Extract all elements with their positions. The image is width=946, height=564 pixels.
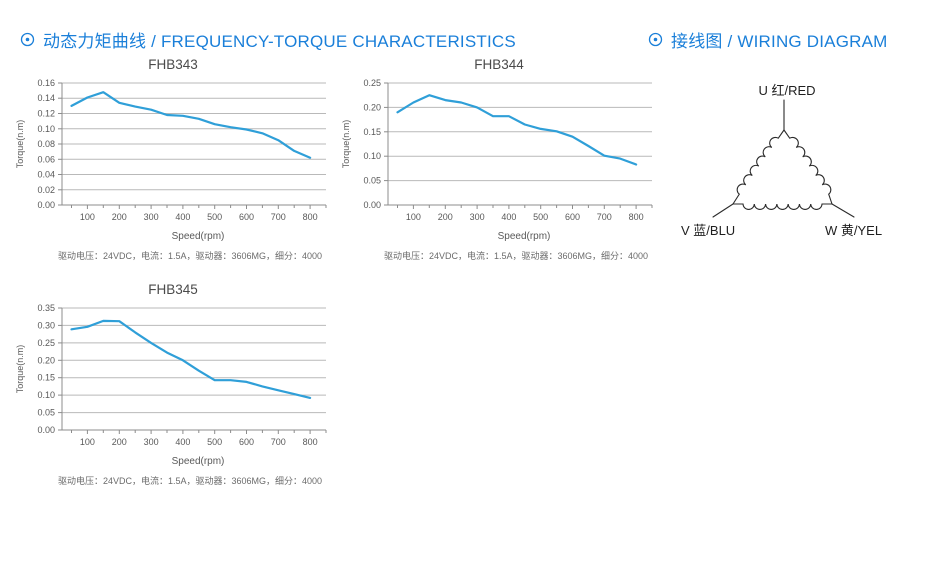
section-header-torque: 动态力矩曲线 / FREQUENCY-TORQUE CHARACTERISTIC… [20,27,516,52]
circle-dot-icon [20,32,35,47]
torque-chart-fhb343: 0.00 0.02 0.04 0.06 0.08 0.10 0.12 0.14 0.16 100 2… [15,78,327,222]
svg-text:400: 400 [175,212,190,222]
svg-text:700: 700 [271,212,286,222]
svg-text:0.30: 0.30 [37,320,55,330]
svg-text:0.05: 0.05 [363,176,381,186]
svg-text:400: 400 [175,437,190,447]
svg-text:0.25: 0.25 [37,338,55,348]
lead-wire-w [831,203,855,218]
svg-text:0.08: 0.08 [37,139,55,149]
chart-panel-fhb343: FHB343 0.00 0.02 0.04 0.06 0.08 0.10 0.12 0.14 0… [12,57,334,262]
svg-text:0.10: 0.10 [37,390,55,400]
svg-text:0.06: 0.06 [37,154,55,164]
svg-text:200: 200 [438,212,453,222]
svg-text:800: 800 [629,212,644,222]
circle-dot-icon [648,32,663,47]
svg-text:200: 200 [112,437,127,447]
svg-text:600: 600 [565,212,580,222]
svg-text:0.14: 0.14 [37,93,55,103]
terminal-label-u: U 红/RED [758,83,816,98]
svg-text:0.20: 0.20 [37,355,55,365]
svg-text:0.10: 0.10 [363,151,381,161]
winding-bottom-coil [732,203,833,210]
drive-conditions-caption: 驱动电压：24VDC，电流：1.5A，驱动器：3606MG，细分：4000 [57,251,323,261]
svg-text:200: 200 [112,212,127,222]
svg-text:0.35: 0.35 [37,303,55,313]
svg-text:100: 100 [80,212,95,222]
section-title-torque: 动态力矩曲线 / FREQUENCY-TORQUE CHARACTERISTIC… [43,32,516,51]
svg-text:300: 300 [470,212,485,222]
delta-winding-diagram [712,99,855,218]
svg-text:0.15: 0.15 [363,127,381,137]
svg-text:0.00: 0.00 [37,425,55,435]
drive-conditions-caption: 驱动电压：24VDC，电流：1.5A，驱动器：3606MG，细分：4000 [383,251,649,261]
drive-conditions-caption: 驱动电压：24VDC，电流：1.5A，驱动器：3606MG，细分：4000 [57,476,323,486]
svg-text:300: 300 [144,212,159,222]
terminal-label-w: W 黄/YEL [825,223,883,238]
svg-text:0.04: 0.04 [37,170,55,180]
svg-text:0.15: 0.15 [37,373,55,383]
torque-chart-fhb345: 0.00 0.05 0.10 0.15 0.20 0.25 0.30 0.35 100 200 30… [15,303,327,447]
svg-text:0.20: 0.20 [363,102,381,112]
svg-text:700: 700 [597,212,612,222]
svg-text:Torque(n.m): Torque(n.m) [15,120,25,169]
svg-text:300: 300 [144,437,159,447]
x-axis-title: Speed(rpm) [171,231,225,242]
lead-wire-v [712,203,734,218]
x-axis-title: Speed(rpm) [497,231,551,242]
svg-text:500: 500 [207,212,222,222]
chart-panel-fhb344: FHB344 0.00 0.05 0.10 0.15 0.20 0.25 100 200 300… [338,57,660,262]
chart-title: FHB345 [148,282,198,297]
section-title-wiring: 接线图 / WIRING DIAGRAM [671,32,888,51]
svg-text:700: 700 [271,437,286,447]
svg-text:0.00: 0.00 [363,200,381,210]
x-axis-title: Speed(rpm) [171,456,225,467]
winding-left-coil [732,129,785,205]
svg-text:100: 100 [80,437,95,447]
svg-text:0.25: 0.25 [363,78,381,88]
svg-text:0.00: 0.00 [37,200,55,210]
svg-text:Torque(n.m): Torque(n.m) [341,120,351,169]
terminal-label-v: V 蓝/BLU [681,223,736,238]
svg-text:400: 400 [501,212,516,222]
chart-title: FHB344 [474,57,524,72]
svg-text:800: 800 [303,437,318,447]
svg-text:0.05: 0.05 [37,408,55,418]
chart-title: FHB343 [148,57,198,72]
svg-text:500: 500 [207,437,222,447]
svg-text:0.02: 0.02 [37,185,55,195]
wiring-diagram-panel: U 红/RED V 蓝/BLU W 黄/YEL [655,72,946,247]
svg-text:500: 500 [533,212,548,222]
svg-text:0.16: 0.16 [37,78,55,88]
torque-chart-fhb344: 0.00 0.05 0.10 0.15 0.20 0.25 100 200 300 400 500 6… [341,78,653,222]
svg-text:600: 600 [239,212,254,222]
svg-text:Torque(n.m): Torque(n.m) [15,345,25,394]
winding-right-coil [783,129,833,205]
section-header-wiring: 接线图 / WIRING DIAGRAM [648,27,888,52]
svg-text:0.12: 0.12 [37,109,55,119]
svg-text:0.10: 0.10 [37,124,55,134]
svg-text:800: 800 [303,212,318,222]
svg-text:600: 600 [239,437,254,447]
chart-panel-fhb345: FHB345 0.00 0.05 0.10 0.15 0.20 0.25 0.30 0.35 1… [12,282,334,487]
svg-text:100: 100 [406,212,421,222]
